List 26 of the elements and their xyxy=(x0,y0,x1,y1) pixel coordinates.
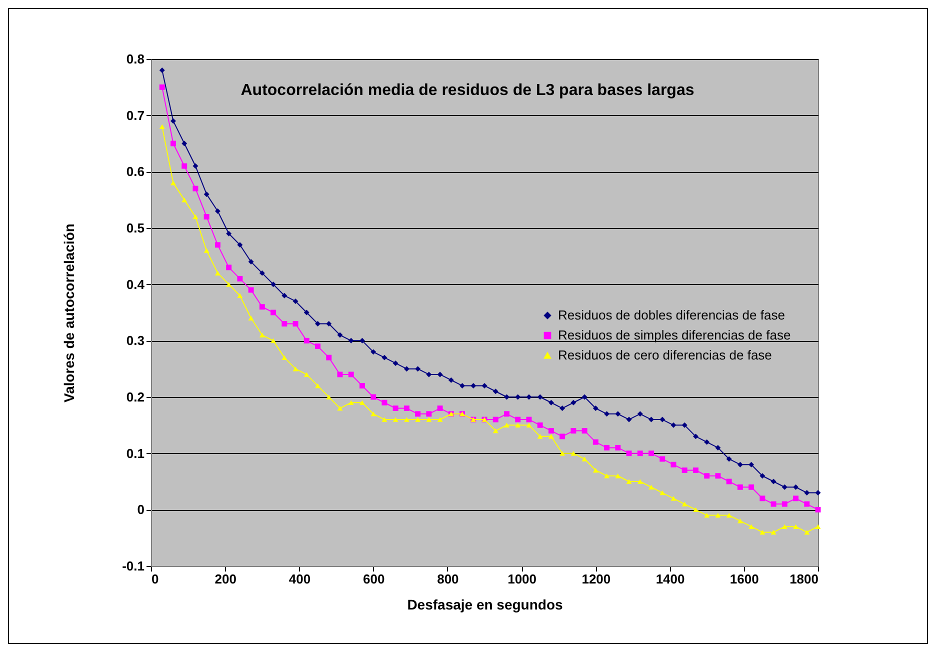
y-tick-label: 0.5 xyxy=(126,220,144,236)
y-tick-label: -0.1 xyxy=(122,558,144,574)
y-tick-label: 0.3 xyxy=(126,333,144,348)
x-tick-label: 1600 xyxy=(730,572,759,586)
x-tick-label: 400 xyxy=(288,572,311,586)
x-tick-label: 0 xyxy=(152,572,159,586)
x-tick-label: 1200 xyxy=(582,572,611,586)
x-axis-title: Desfasaje en segundos xyxy=(407,596,564,612)
legend-label: Residuos de dobles diferencias de fase xyxy=(558,308,785,322)
legend-label: Residuos de cero diferencias de fase xyxy=(558,348,772,362)
y-tick-label: 0.1 xyxy=(126,446,144,461)
y-tick-label: 0.8 xyxy=(126,52,144,66)
x-tick-label: 200 xyxy=(214,572,236,586)
x-tick-label: 1400 xyxy=(656,572,685,586)
x-tick-label: 1000 xyxy=(508,572,537,586)
x-tick-label: 1800 xyxy=(790,572,818,586)
text: Autocorrelación media de residuos de L3 para bases largas xyxy=(240,82,694,99)
y-tick-label: 0.4 xyxy=(126,276,146,292)
x-tick-label: 800 xyxy=(437,572,459,586)
y-axis-title: Valores de autocorrelación xyxy=(61,224,78,402)
y-tick-label: 0 xyxy=(137,502,144,518)
legend-label: Residuos de simples diferencias de fase xyxy=(558,328,791,342)
y-tick-label: 0.7 xyxy=(126,108,144,123)
y-tick-label: 0.6 xyxy=(126,164,144,180)
x-tick-label: 600 xyxy=(362,572,385,586)
y-tick-label: 0.2 xyxy=(126,390,144,404)
